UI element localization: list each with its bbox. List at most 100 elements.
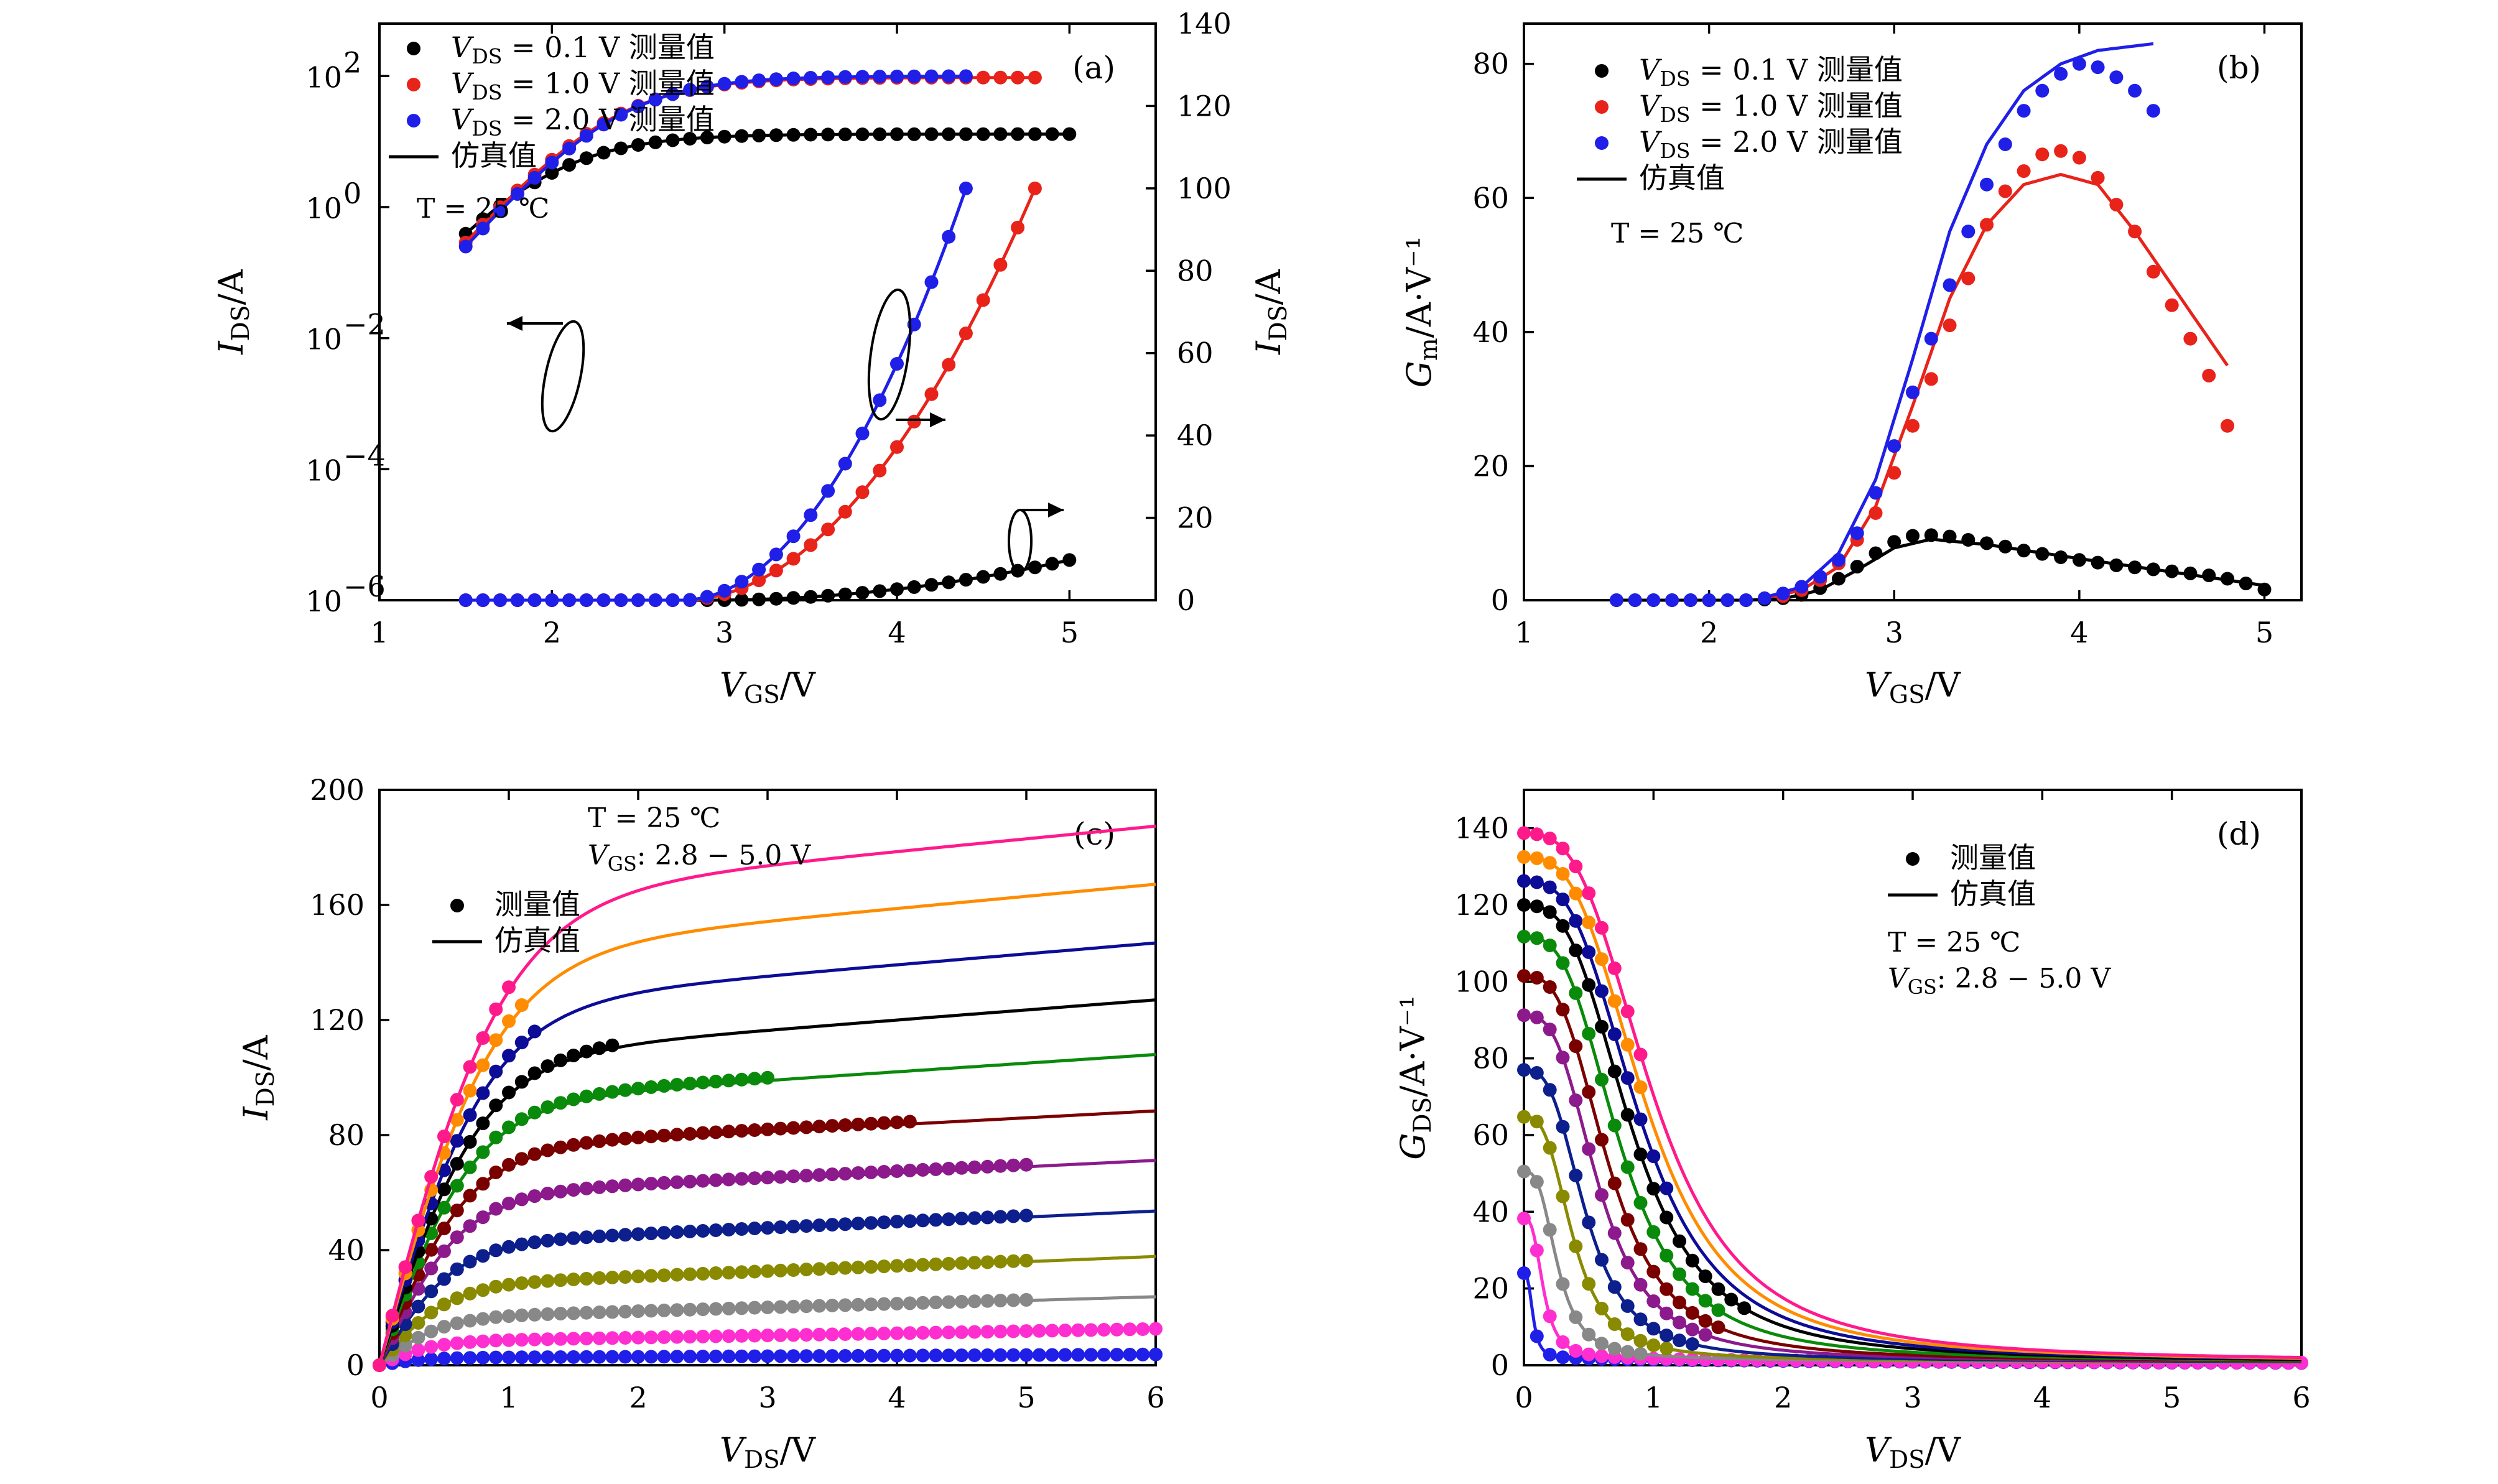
data-point-8 <box>502 1085 516 1100</box>
data-point-lin-1 <box>821 522 835 537</box>
data-point-1 <box>437 1338 451 1352</box>
data-point-11 <box>424 1170 439 1184</box>
y2-tick-label-a: 20 <box>1177 501 1214 535</box>
data-point-log-0 <box>631 138 645 152</box>
data-point-7 <box>592 1087 606 1101</box>
data-point-log-2 <box>838 70 852 84</box>
data-point-1 <box>2091 170 2105 185</box>
data-point-lin-2 <box>597 593 611 607</box>
data-point-log-2 <box>666 87 680 101</box>
data-point-log-2 <box>924 69 939 83</box>
data-point-5 <box>967 1160 982 1174</box>
data-point-3 <box>864 1259 878 1274</box>
data-point-6 <box>799 1120 814 1134</box>
data-point-log-0 <box>804 128 818 142</box>
data-point-9 <box>1633 1112 1648 1126</box>
data-point-2 <box>1607 1342 1622 1356</box>
legend-text-a: VDS​ = 1.0 V 测量值 <box>451 67 715 104</box>
legend-text-a: VDS​ = 2.0 V 测量值 <box>451 103 715 141</box>
data-point-0 <box>1110 1348 1124 1361</box>
data-point-5 <box>1517 1008 1531 1023</box>
data-point-4 <box>657 1226 671 1240</box>
y2-tick-label-a: 80 <box>1177 254 1214 287</box>
data-point-lin-2 <box>786 529 801 544</box>
data-point-log-0 <box>838 128 852 142</box>
data-point-1 <box>812 1327 827 1342</box>
data-point-log-2 <box>821 70 835 85</box>
legend-marker-b <box>1595 136 1609 150</box>
data-point-0 <box>1032 1348 1046 1362</box>
data-point-5 <box>1595 1188 1609 1202</box>
data-point-0 <box>2146 562 2160 577</box>
data-point-8 <box>1530 899 1544 914</box>
data-point-5 <box>1543 1023 1557 1037</box>
data-point-4 <box>761 1221 774 1235</box>
data-point-11 <box>1517 826 1531 840</box>
data-point-11 <box>1620 1004 1635 1019</box>
data-point-4 <box>502 1240 516 1254</box>
data-point-0 <box>1071 1348 1085 1362</box>
data-point-1 <box>773 1328 787 1342</box>
data-point-log-2 <box>804 71 818 85</box>
data-point-2 <box>670 1303 684 1317</box>
data-point-6 <box>554 1140 568 1154</box>
data-point-2 <box>1702 593 1716 607</box>
data-point-1 <box>916 1325 930 1340</box>
data-point-4 <box>579 1230 593 1245</box>
data-point-10 <box>476 1058 490 1072</box>
data-point-0 <box>955 1348 968 1363</box>
data-point-4 <box>1620 1299 1635 1313</box>
data-point-0 <box>1887 535 1901 549</box>
data-point-0 <box>1850 560 1864 574</box>
data-point-1 <box>761 1329 774 1343</box>
data-point-9 <box>1595 984 1609 998</box>
data-point-log-0 <box>855 128 870 141</box>
data-point-5 <box>929 1162 943 1176</box>
data-point-1 <box>877 1327 891 1340</box>
data-point-3 <box>1633 1333 1648 1348</box>
data-point-7 <box>1569 986 1583 1000</box>
data-point-0 <box>2183 566 2198 580</box>
data-point-1 <box>1869 506 1883 520</box>
data-point-2 <box>955 1294 968 1309</box>
data-point-6 <box>644 1129 658 1144</box>
data-point-2 <box>1832 553 1846 567</box>
data-point-3 <box>1660 1342 1674 1356</box>
data-point-1 <box>903 1326 917 1340</box>
data-point-2 <box>2054 67 2068 81</box>
data-point-5 <box>864 1166 878 1179</box>
data-point-5 <box>424 1261 439 1276</box>
data-point-7 <box>1660 1248 1674 1263</box>
data-point-5 <box>877 1165 891 1179</box>
data-point-5 <box>450 1230 464 1245</box>
data-point-5 <box>1530 1010 1544 1024</box>
x-tick-label-b: 5 <box>2255 616 2273 649</box>
data-point-5 <box>1660 1306 1674 1320</box>
data-point-4 <box>424 1284 439 1299</box>
data-point-2 <box>398 1338 412 1353</box>
data-point-0 <box>670 1350 684 1364</box>
data-point-log-0 <box>890 127 904 141</box>
data-point-10 <box>1543 856 1557 870</box>
data-point-0 <box>825 1349 839 1363</box>
data-point-4 <box>942 1212 956 1227</box>
data-point-1 <box>2109 198 2124 211</box>
data-point-6 <box>851 1117 865 1131</box>
data-point-3 <box>786 1263 801 1277</box>
data-point-log-2 <box>683 83 697 97</box>
legend-marker-b <box>1595 64 1609 78</box>
data-point-log-2 <box>631 100 645 114</box>
data-point-11 <box>1595 921 1609 935</box>
x-tick-label-a: 3 <box>715 616 733 649</box>
fit-curve-1 <box>1764 172 2229 600</box>
annotation-c-2: VGS​: 2.8 − 5.0 V <box>588 840 811 876</box>
data-point-4 <box>1607 1280 1622 1294</box>
data-point-0 <box>502 1350 516 1365</box>
data-point-1 <box>618 1331 633 1345</box>
data-point-lin-2 <box>545 593 559 607</box>
data-point-6 <box>1556 1003 1570 1017</box>
data-point-6 <box>1517 969 1531 983</box>
data-point-0 <box>1136 1347 1150 1361</box>
data-point-1 <box>890 1326 904 1340</box>
